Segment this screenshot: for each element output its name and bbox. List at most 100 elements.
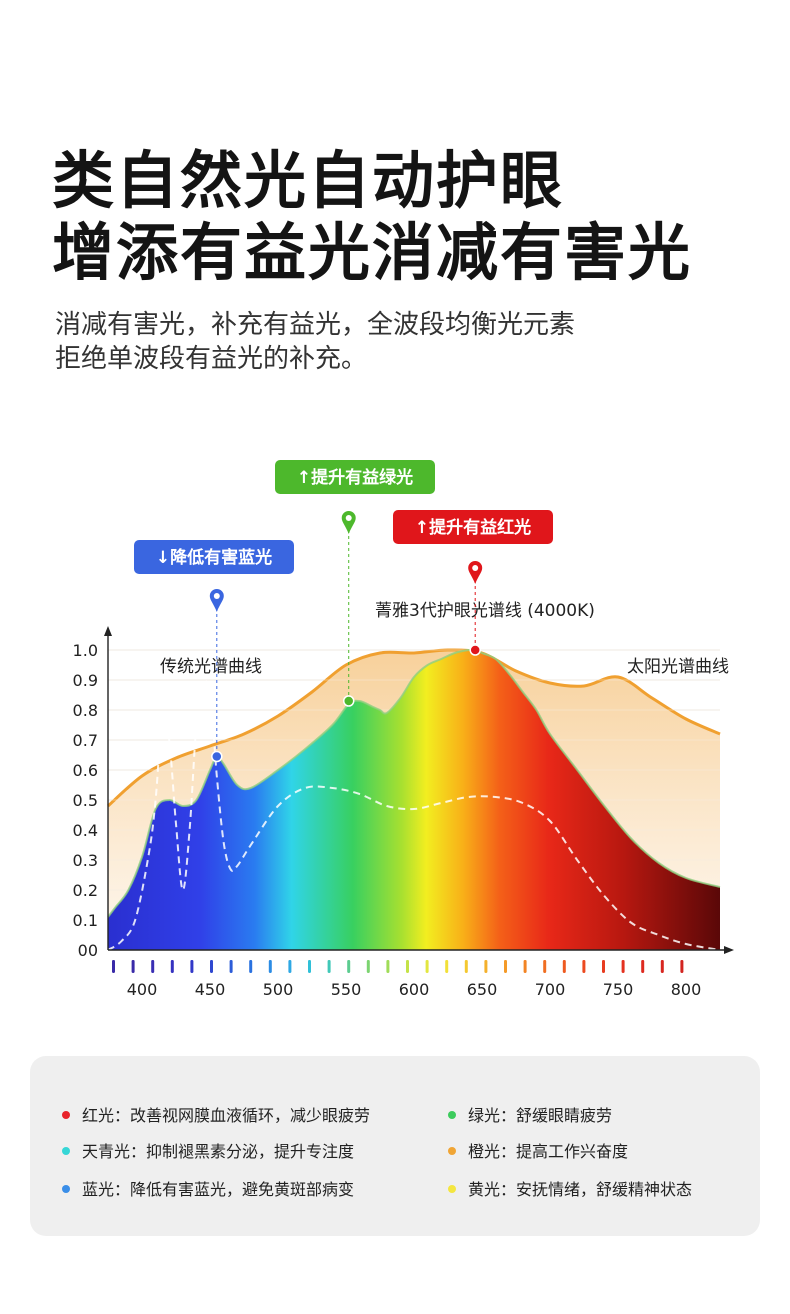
wavelength-color-mark <box>347 960 351 973</box>
legend-dot-icon <box>62 1184 70 1193</box>
eye-care-series-line <box>107 648 721 918</box>
x-axis-arrow-icon <box>724 946 734 954</box>
y-tick-label: 0.8 <box>73 701 98 720</box>
map-pin-icon <box>209 589 224 612</box>
wavelength-color-mark <box>210 960 213 973</box>
eye-care-series-area <box>108 649 720 950</box>
wavelength-color-mark <box>268 960 272 973</box>
annotation-layer: ↓降低有害蓝光 ↑提升有益绿光 ↑提升有益红光 <box>134 460 553 763</box>
y-tick-label: 0.6 <box>73 761 98 780</box>
legend-item-red: 红光：改善视网膜血液循环，减少眼疲劳 <box>62 1102 370 1126</box>
annotation-point <box>469 644 481 656</box>
annotation-badge-label: ↑提升有益绿光 <box>297 467 413 488</box>
wavelength-color-mark <box>621 960 625 973</box>
map-pin-icon <box>341 511 356 534</box>
traditional-series-line <box>107 680 721 951</box>
y-tick-label: 0.3 <box>73 851 98 870</box>
wavelength-color-mark <box>543 960 547 973</box>
subtitle-line-2: 拒绝单波段有益光的补充。 <box>55 344 368 374</box>
legend-label: 天青光：抑制褪黑素分泌，提升专注度 <box>82 1142 355 1161</box>
eye-care-series-layer <box>107 648 721 950</box>
x-tick-label: 400 <box>127 980 158 999</box>
wavelength-color-mark <box>170 960 174 973</box>
wavelength-color-mark <box>327 960 331 973</box>
y-tick-label: 0.9 <box>73 671 98 690</box>
legend-dot-icon <box>62 1110 70 1119</box>
wavelength-color-mark <box>229 960 233 973</box>
x-tick-label: 450 <box>195 980 226 999</box>
legend-item-green: 绿光：舒缓眼睛疲劳 <box>448 1102 612 1126</box>
wavelength-color-mark <box>406 960 409 973</box>
wavelength-color-mark <box>582 960 586 973</box>
wavelength-color-mark <box>190 960 194 973</box>
annotation-badge <box>275 460 435 494</box>
eye-care-curve-label: 菁雅3代护眼光谱线 (4000K) <box>375 601 595 621</box>
subtitle-line-1: 消减有害光，补充有益光，全波段均衡光元素 <box>55 310 576 340</box>
legend-item-blue: 蓝光：降低有害蓝光，避免黄斑部病变 <box>62 1176 354 1200</box>
sun-curve-label: 太阳光谱曲线 <box>627 657 729 677</box>
legend-dot-icon <box>448 1110 456 1119</box>
wavelength-color-mark <box>562 960 566 973</box>
wavelength-color-mark <box>131 960 135 973</box>
annotation-badge <box>134 540 294 574</box>
wavelength-color-mark <box>249 960 253 973</box>
spectrum-chart: 00 0.1 0.2 0.3 0.4 0.5 0.6 0.7 0.8 0.9 1.0 400 450 50… <box>73 460 734 999</box>
x-tick-label: 800 <box>671 980 702 999</box>
y-tick-label: 0.2 <box>73 881 98 900</box>
x-tick-label: 600 <box>399 980 430 999</box>
map-pin-hole-icon <box>213 593 220 599</box>
annotation-badge-label: ↑提升有益红光 <box>415 517 531 538</box>
legend-label: 绿光：舒缓眼睛疲劳 <box>468 1106 613 1125</box>
legend-item-orange: 橙光：提高工作兴奋度 <box>448 1138 628 1162</box>
legend-panel: 红光：改善视网膜血液循环，减少眼疲劳 天青光：抑制褪黑素分泌，提升专注度 蓝光：… <box>30 1056 760 1236</box>
y-tick-label: 0.5 <box>73 791 98 810</box>
y-axis-arrow-icon <box>104 626 112 636</box>
y-tick-label: 0.4 <box>73 821 98 840</box>
x-tick-label: 750 <box>603 980 634 999</box>
wavelength-color-mark <box>366 960 370 973</box>
wavelength-color-mark <box>602 960 605 973</box>
wavelength-color-mark <box>386 960 390 973</box>
wavelength-color-mark <box>445 960 449 973</box>
legend-item-yellow: 黄光：安抚情绪，舒缓精神状态 <box>448 1176 692 1200</box>
map-pin-icon <box>468 561 483 584</box>
y-tick-label: 0.7 <box>73 731 98 750</box>
headline-line-1: 类自然光自动护眼 <box>52 144 565 217</box>
wavelength-color-mark <box>504 960 507 973</box>
axis-layer: 00 0.1 0.2 0.3 0.4 0.5 0.6 0.7 0.8 0.9 1.0 400 450 50… <box>73 601 734 999</box>
wavelength-color-mark <box>425 960 429 973</box>
y-tick-label: 1.0 <box>73 641 98 660</box>
traditional-series-layer <box>107 680 721 951</box>
annotation-point <box>211 750 223 763</box>
y-tick-label: 00 <box>78 941 98 960</box>
map-pin-hole-icon <box>345 515 352 521</box>
y-tick-label: 0.1 <box>73 911 98 930</box>
wavelength-color-mark <box>680 960 684 973</box>
legend-label: 蓝光：降低有害蓝光，避免黄斑部病变 <box>82 1180 355 1199</box>
wavelength-color-mark <box>660 960 664 973</box>
wavelength-color-mark <box>464 960 468 973</box>
wavelength-color-mark <box>523 960 527 973</box>
x-tick-label: 500 <box>263 980 294 999</box>
legend-item-cyan: 天青光：抑制褪黑素分泌，提升专注度 <box>62 1138 354 1162</box>
x-tick-label: 700 <box>535 980 566 999</box>
sun-series-line <box>107 648 721 808</box>
legend-dot-icon <box>62 1146 70 1155</box>
traditional-curve-label: 传统光谱曲线 <box>160 657 262 677</box>
x-tick-label: 550 <box>331 980 362 999</box>
map-pin-hole-icon <box>472 565 479 571</box>
wavelength-color-mark <box>151 960 155 973</box>
legend-label: 橙光：提高工作兴奋度 <box>468 1142 629 1161</box>
wavelength-color-mark <box>112 960 115 973</box>
annotation-badge-label: ↓降低有害蓝光 <box>156 547 272 568</box>
wavelength-color-mark <box>641 960 645 973</box>
x-tick-label: 650 <box>467 980 498 999</box>
wavelength-color-mark <box>288 960 292 973</box>
legend-dot-icon <box>448 1146 456 1155</box>
annotation-badge <box>393 510 553 544</box>
legend-label: 红光：改善视网膜血液循环，减少眼疲劳 <box>82 1106 371 1125</box>
headline-line-2: 增添有益光消减有害光 <box>52 216 693 289</box>
legend-label: 黄光：安抚情绪，舒缓精神状态 <box>468 1180 693 1199</box>
annotation-point <box>342 695 355 707</box>
wavelength-color-mark <box>308 960 311 973</box>
